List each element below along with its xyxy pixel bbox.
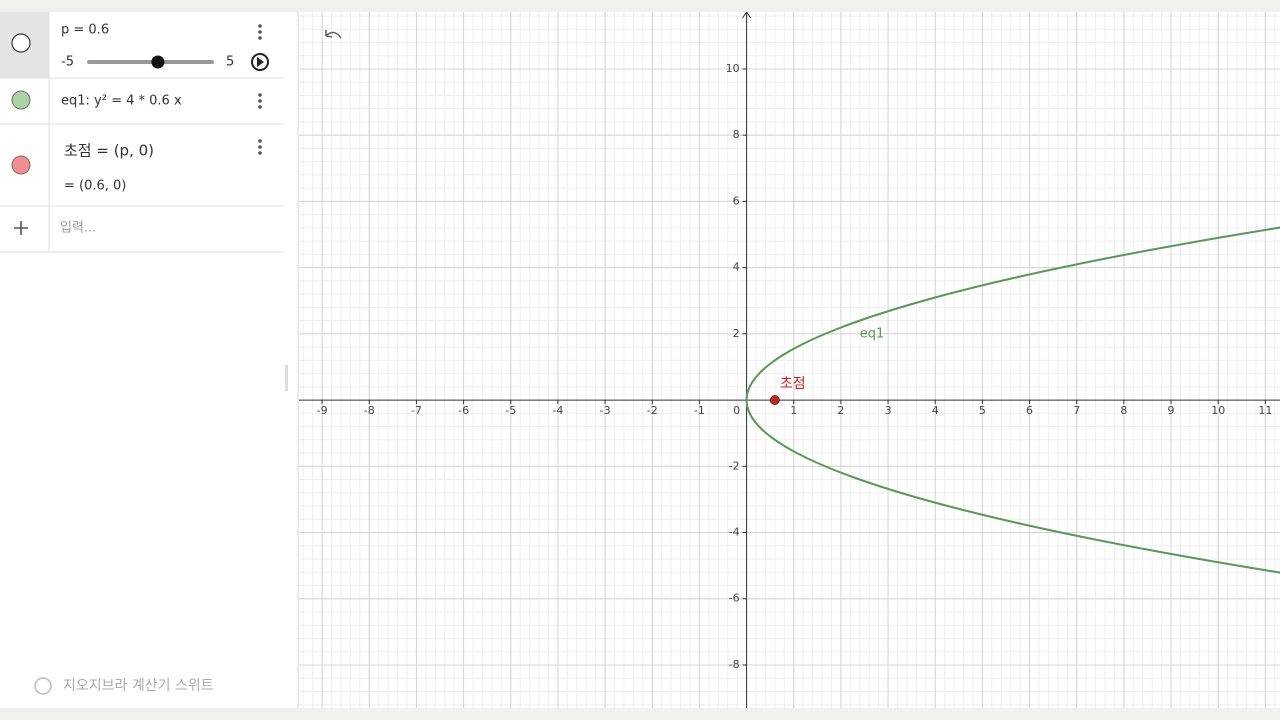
slider-min: -5 — [61, 55, 74, 70]
slider-definition[interactable]: p = 0.6 — [61, 23, 109, 38]
x-tick-label: 11 — [1258, 404, 1272, 417]
x-tick-label: 0 — [733, 404, 740, 417]
slider-max: 5 — [226, 55, 234, 70]
visibility-toggle[interactable] — [11, 90, 31, 110]
x-tick-label: -1 — [694, 404, 705, 417]
y-tick-label: 2 — [733, 327, 740, 340]
x-tick-label: 6 — [1026, 404, 1033, 417]
curve — [745, 226, 1280, 574]
input-bar[interactable]: 입력... — [60, 221, 96, 236]
menu-icons — [258, 24, 262, 155]
x-tick-label: 4 — [932, 404, 939, 417]
point[interactable] — [769, 395, 780, 405]
undo-button[interactable] — [325, 30, 342, 39]
curve-label: eq1 — [860, 326, 885, 341]
graphics-view: -9 -8 -7 -6 -5 -4 -3 -2 -1 0 1 2 3 4 5 6 7 8 9 10 11 -8 -6 -4 -2… — [299, 12, 1280, 708]
x-tick-label: -5 — [505, 404, 516, 417]
minor-grid — [299, 12, 1280, 708]
y-tick-label: 10 — [726, 62, 740, 75]
point-value: = (0.6, 0) — [64, 179, 126, 194]
point-label: 초점 — [780, 376, 806, 392]
y-tick-label: -4 — [729, 526, 740, 539]
resize-handle[interactable] — [285, 365, 288, 391]
algebra-panel — [0, 12, 298, 708]
axis-arrow — [742, 12, 751, 19]
x-tick-label: 10 — [1211, 404, 1225, 417]
x-tick-label: -9 — [317, 404, 328, 417]
add-icon[interactable] — [14, 221, 28, 235]
point-definition[interactable]: 초점 = (p, 0) — [64, 142, 154, 160]
x-tick-label: -6 — [458, 404, 469, 417]
x-tick-label: 5 — [979, 404, 986, 417]
x-tick-label: -8 — [364, 404, 375, 417]
footer[interactable]: 지오지브라 계산기 스위트 — [63, 678, 214, 694]
x-tick-label: -4 — [552, 404, 563, 417]
x-tick-label: 1 — [790, 404, 797, 417]
x-tick-label: 8 — [1120, 404, 1127, 417]
x-tick-label: 9 — [1168, 404, 1175, 417]
x-tick-label: 2 — [837, 404, 844, 417]
y-tick-label: 4 — [733, 261, 740, 274]
slider-knob[interactable] — [151, 55, 165, 69]
play-icon — [257, 57, 264, 67]
equation[interactable]: eq1: y² = 4 * 0.6 x — [61, 94, 182, 109]
y-tick-label: -6 — [729, 592, 740, 605]
y-tick-label: -2 — [729, 459, 740, 472]
x-tick-label: 3 — [885, 404, 892, 417]
x-tick-label: 7 — [1073, 404, 1080, 417]
x-tick-label: -2 — [647, 404, 658, 417]
x-tick-label: -3 — [600, 404, 611, 417]
y-tick-label: -8 — [729, 658, 740, 671]
x-tick-label: -7 — [411, 404, 422, 417]
y-tick-label: 6 — [733, 194, 740, 207]
logo-icon — [34, 677, 52, 695]
y-tick-label: 8 — [733, 128, 740, 141]
visibility-toggle[interactable] — [11, 155, 31, 175]
visibility-toggle[interactable] — [11, 33, 31, 53]
